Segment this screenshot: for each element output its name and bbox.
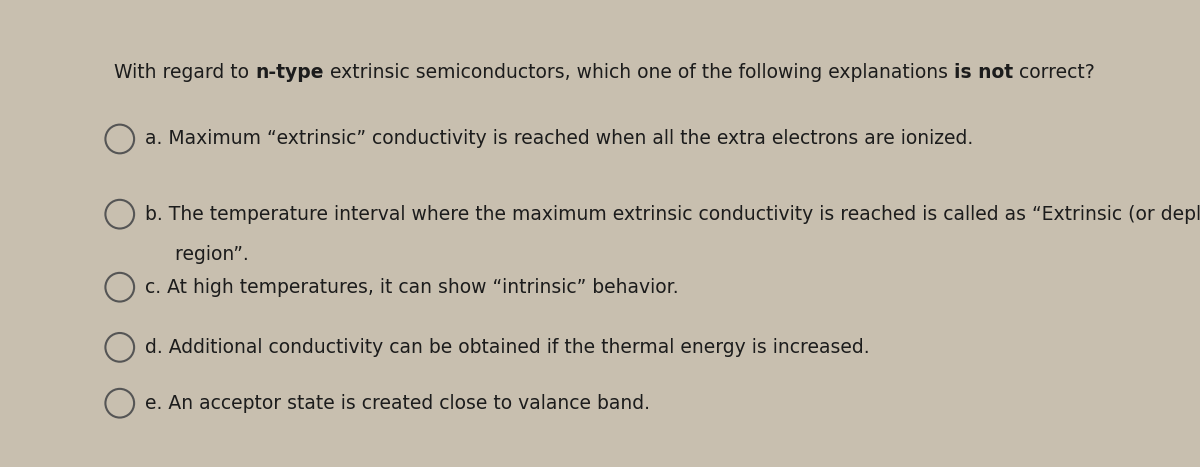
Text: is not: is not xyxy=(954,63,1013,82)
Text: n-type: n-type xyxy=(256,63,324,82)
Text: a. Maximum “extrinsic” conductivity is reached when all the extra electrons are : a. Maximum “extrinsic” conductivity is r… xyxy=(145,129,973,149)
Text: b. The temperature interval where the maximum extrinsic conductivity is reached : b. The temperature interval where the ma… xyxy=(145,205,1200,224)
Text: c. At high temperatures, it can show “intrinsic” behavior.: c. At high temperatures, it can show “in… xyxy=(145,278,679,297)
Text: region”.: region”. xyxy=(145,246,248,264)
Text: correct?: correct? xyxy=(1013,63,1094,82)
Text: e. An acceptor state is created close to valance band.: e. An acceptor state is created close to… xyxy=(145,394,650,413)
Text: extrinsic semiconductors, which one of the following explanations: extrinsic semiconductors, which one of t… xyxy=(324,63,954,82)
Text: With regard to: With regard to xyxy=(114,63,256,82)
Text: d. Additional conductivity can be obtained if the thermal energy is increased.: d. Additional conductivity can be obtain… xyxy=(145,338,870,357)
